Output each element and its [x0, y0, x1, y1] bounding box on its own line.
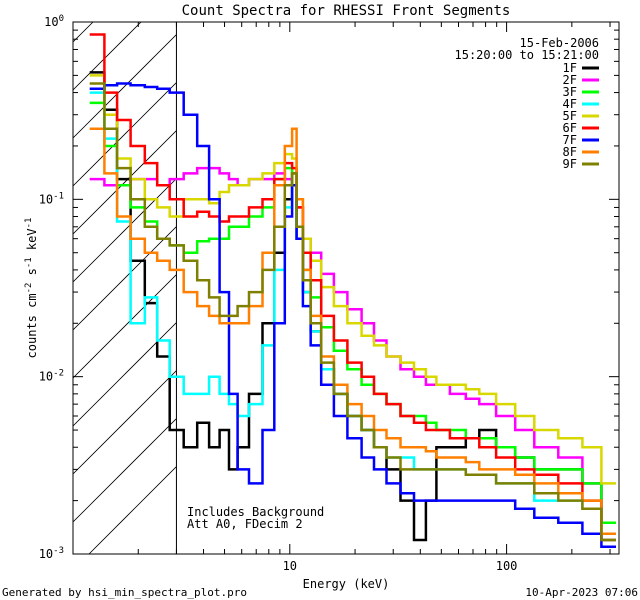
- series-4F-line: [89, 91, 616, 542]
- annotation-background: Includes Background: [187, 505, 324, 519]
- series-7F-line: [89, 82, 616, 548]
- x-axis-label: Energy (keV): [303, 577, 390, 591]
- legend-label-2F: 2F: [563, 73, 577, 87]
- y-tick-exponent: -1: [53, 191, 64, 201]
- footer-generated-by: Generated by hsi_min_spectra_plot.pro: [2, 586, 247, 599]
- y-axis-label-exp2: -1: [24, 257, 34, 268]
- annotation-attenuator: Att A0, FDecim 2: [187, 517, 303, 531]
- x-tick-label: 100: [496, 559, 518, 573]
- legend-label-5F: 5F: [563, 109, 577, 123]
- hatch-line: [73, 178, 177, 283]
- hatched-region: [73, 22, 177, 554]
- plot-frame: [72, 21, 620, 555]
- legend-label-9F: 9F: [563, 157, 577, 171]
- x-tick-labels: 10 100: [283, 559, 518, 573]
- hatch-line: [88, 466, 177, 554]
- hatch-line: [73, 22, 142, 91]
- y-tick-base: 10: [39, 370, 53, 384]
- series-8F-line: [89, 127, 616, 536]
- hatch-line: [73, 274, 177, 379]
- hatch-line: [73, 226, 177, 331]
- legend-label-1F: 1F: [563, 61, 577, 75]
- date-text: 15-Feb-2006: [520, 36, 599, 50]
- legend-label-3F: 3F: [563, 85, 577, 99]
- x-tick-label: 10: [283, 559, 297, 573]
- time-range-text: 15:20:00 to 15:21:00: [455, 48, 600, 62]
- series-2F-line: [89, 166, 616, 525]
- y-tick-exponent: -2: [53, 369, 64, 379]
- y-tick-label: 10-2: [39, 369, 64, 384]
- hatch-line: [73, 130, 177, 235]
- hatch-line: [73, 322, 177, 427]
- footer-timestamp: 10-Apr-2023 07:06: [525, 586, 638, 599]
- y-tick-exponent: -3: [53, 546, 64, 556]
- axis-ticks: [72, 22, 619, 555]
- y-axis-label-exp3: -1: [24, 218, 34, 229]
- hatch-line: [73, 82, 177, 187]
- y-axis-label-base: counts cm: [25, 293, 39, 358]
- hatch-line: [73, 370, 177, 475]
- series-group: [89, 33, 616, 548]
- y-tick-base: 10: [39, 547, 53, 561]
- y-axis-label-exp1: -2: [24, 283, 34, 294]
- hatch-line: [73, 418, 177, 523]
- legend-label-8F: 8F: [563, 145, 577, 159]
- y-axis-label-mid: s: [25, 268, 39, 282]
- series-9F-line: [89, 82, 616, 542]
- y-tick-label: 10-1: [39, 191, 64, 206]
- y-tick-base: 10: [39, 192, 53, 206]
- chart-title: Count Spectra for RHESSI Front Segments: [182, 3, 511, 19]
- y-tick-exponent: 0: [59, 14, 64, 24]
- series-6F-line: [89, 33, 616, 542]
- legend-label-4F: 4F: [563, 97, 577, 111]
- legend-label-6F: 6F: [563, 121, 577, 135]
- hatch-line: [73, 22, 94, 43]
- y-tick-label: 10-3: [39, 546, 64, 561]
- y-tick-label: 100: [44, 14, 64, 29]
- series-3F-line: [89, 101, 616, 525]
- hatch-line: [73, 34, 177, 139]
- y-axis-label-end: keV: [25, 228, 39, 257]
- y-axis-label: counts cm-2 s-1 keV-1: [24, 218, 39, 359]
- y-tick-base: 10: [44, 15, 58, 29]
- legend-label-7F: 7F: [563, 133, 577, 147]
